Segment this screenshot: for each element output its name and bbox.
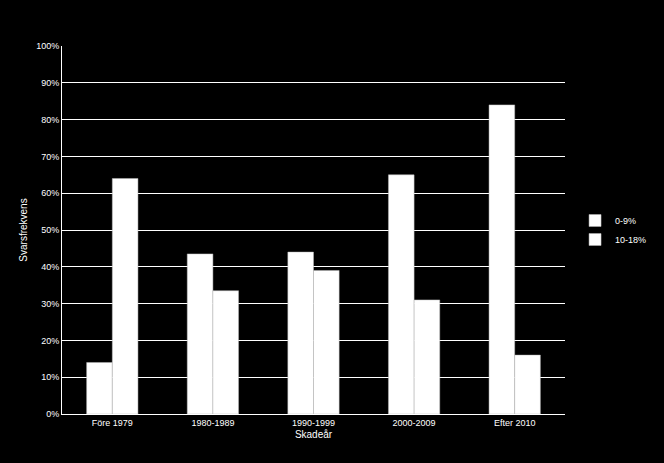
svg-text:50%: 50% [41,225,59,235]
svg-text:0-9%: 0-9% [615,216,636,226]
svg-text:Svarsfrekvens: Svarsfrekvens [18,198,29,261]
svg-text:Skadeår: Skadeår [295,429,333,440]
svg-text:20%: 20% [41,336,59,346]
svg-text:2000-2009: 2000-2009 [393,418,436,428]
svg-text:1980-1989: 1980-1989 [191,418,234,428]
svg-text:70%: 70% [41,152,59,162]
svg-text:100%: 100% [36,41,59,51]
svg-text:Före 1979: Före 1979 [92,418,133,428]
svg-text:80%: 80% [41,115,59,125]
svg-text:30%: 30% [41,299,59,309]
svg-text:Efter 2010: Efter 2010 [494,418,536,428]
svg-text:1990-1999: 1990-1999 [292,418,335,428]
svg-text:90%: 90% [41,78,59,88]
svg-text:10-18%: 10-18% [615,235,646,245]
svg-text:40%: 40% [41,262,59,272]
svg-text:10%: 10% [41,372,59,382]
svg-text:60%: 60% [41,188,59,198]
svg-text:0%: 0% [46,409,59,419]
